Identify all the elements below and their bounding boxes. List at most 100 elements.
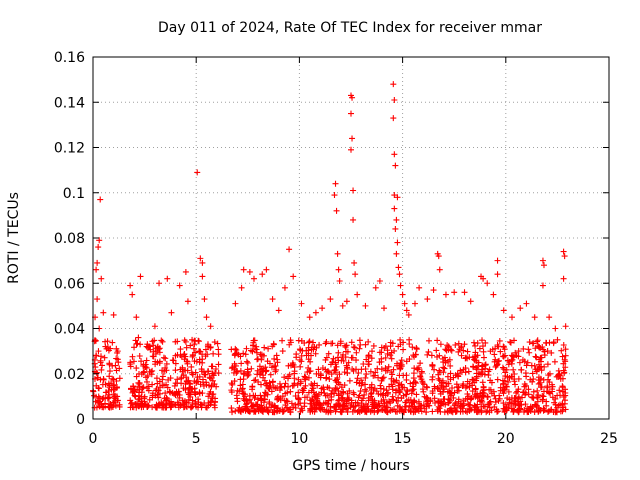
dense-point xyxy=(153,375,160,382)
dense-point xyxy=(190,352,197,359)
dense-point xyxy=(388,369,395,376)
dense-point xyxy=(423,383,430,390)
dense-point xyxy=(387,352,394,359)
dense-point xyxy=(268,388,275,395)
dense-point xyxy=(405,396,412,403)
dense-point xyxy=(503,401,510,408)
dense-point xyxy=(277,384,284,391)
dense-point xyxy=(486,409,493,416)
dense-point xyxy=(319,364,326,371)
data-point xyxy=(176,282,183,289)
y-tick-label: 0.04 xyxy=(54,322,85,338)
dense-point xyxy=(159,401,166,408)
dense-point xyxy=(488,379,495,386)
dense-point xyxy=(158,337,165,344)
dense-point xyxy=(164,384,171,391)
dense-point xyxy=(519,394,526,401)
dense-point xyxy=(378,344,385,351)
dense-point xyxy=(290,404,297,411)
dense-point xyxy=(237,382,244,389)
dense-point xyxy=(457,367,464,374)
dense-point xyxy=(442,346,449,353)
dense-point xyxy=(480,392,487,399)
dense-point xyxy=(109,339,116,346)
dense-point xyxy=(149,353,156,360)
dense-point xyxy=(476,345,483,352)
dense-point xyxy=(507,338,514,345)
dense-point xyxy=(330,355,337,362)
dense-point xyxy=(95,385,102,392)
dense-point xyxy=(365,338,372,345)
dense-point xyxy=(148,371,155,378)
dense-point xyxy=(316,400,323,407)
dense-point xyxy=(529,378,536,385)
dense-point xyxy=(417,373,424,380)
dense-point xyxy=(353,349,360,356)
dense-point xyxy=(271,355,278,362)
dense-point xyxy=(308,397,315,404)
dense-point xyxy=(252,401,259,408)
data-point xyxy=(523,300,530,307)
dense-point xyxy=(436,377,443,384)
dense-point xyxy=(287,339,294,346)
dense-point xyxy=(559,353,566,360)
dense-point xyxy=(189,397,196,404)
dense-point xyxy=(310,385,317,392)
dense-point xyxy=(291,370,298,377)
dense-point xyxy=(209,370,216,377)
data-point xyxy=(494,271,501,278)
dense-point xyxy=(359,379,366,386)
dense-point xyxy=(481,403,488,410)
dense-point xyxy=(524,408,531,415)
dense-point xyxy=(342,344,349,351)
dense-point xyxy=(149,338,156,345)
dense-point xyxy=(94,374,101,381)
dense-point xyxy=(335,392,342,399)
dense-point xyxy=(553,408,560,415)
dense-point xyxy=(265,407,272,414)
dense-point xyxy=(562,397,569,404)
dense-point xyxy=(142,401,149,408)
x-tick-label: 0 xyxy=(89,431,98,447)
dense-point xyxy=(154,380,161,387)
data-point xyxy=(335,266,342,273)
dense-point xyxy=(554,336,561,343)
dense-point xyxy=(392,408,399,415)
dense-point xyxy=(549,394,556,401)
data-point xyxy=(396,271,403,278)
dense-point xyxy=(413,345,420,352)
dense-point xyxy=(375,374,382,381)
dense-point xyxy=(231,351,238,358)
dense-point xyxy=(341,382,348,389)
dense-point xyxy=(174,399,181,406)
data-point xyxy=(182,268,189,275)
dense-point xyxy=(301,385,308,392)
dense-point xyxy=(477,398,484,405)
dense-point xyxy=(521,358,528,365)
data-point xyxy=(349,94,356,101)
dense-point xyxy=(469,363,476,370)
dense-point xyxy=(429,408,436,415)
dense-point xyxy=(136,392,143,399)
dense-point xyxy=(178,375,185,382)
dense-point xyxy=(168,404,175,411)
dense-point xyxy=(454,371,461,378)
dense-point xyxy=(466,354,473,361)
dense-point xyxy=(447,370,454,377)
dense-point xyxy=(534,366,541,373)
data-point xyxy=(127,282,134,289)
dense-point xyxy=(110,376,117,383)
dense-point xyxy=(249,386,256,393)
data-point xyxy=(203,314,210,321)
dense-point xyxy=(185,396,192,403)
x-tick-label: 25 xyxy=(600,431,618,447)
dense-point xyxy=(133,365,140,372)
dense-point xyxy=(191,358,198,365)
data-point xyxy=(395,264,402,271)
y-tick-label: 0 xyxy=(76,412,85,428)
dense-point xyxy=(412,378,419,385)
dense-point xyxy=(437,388,444,395)
dense-point xyxy=(235,407,242,414)
dense-point xyxy=(492,395,499,402)
